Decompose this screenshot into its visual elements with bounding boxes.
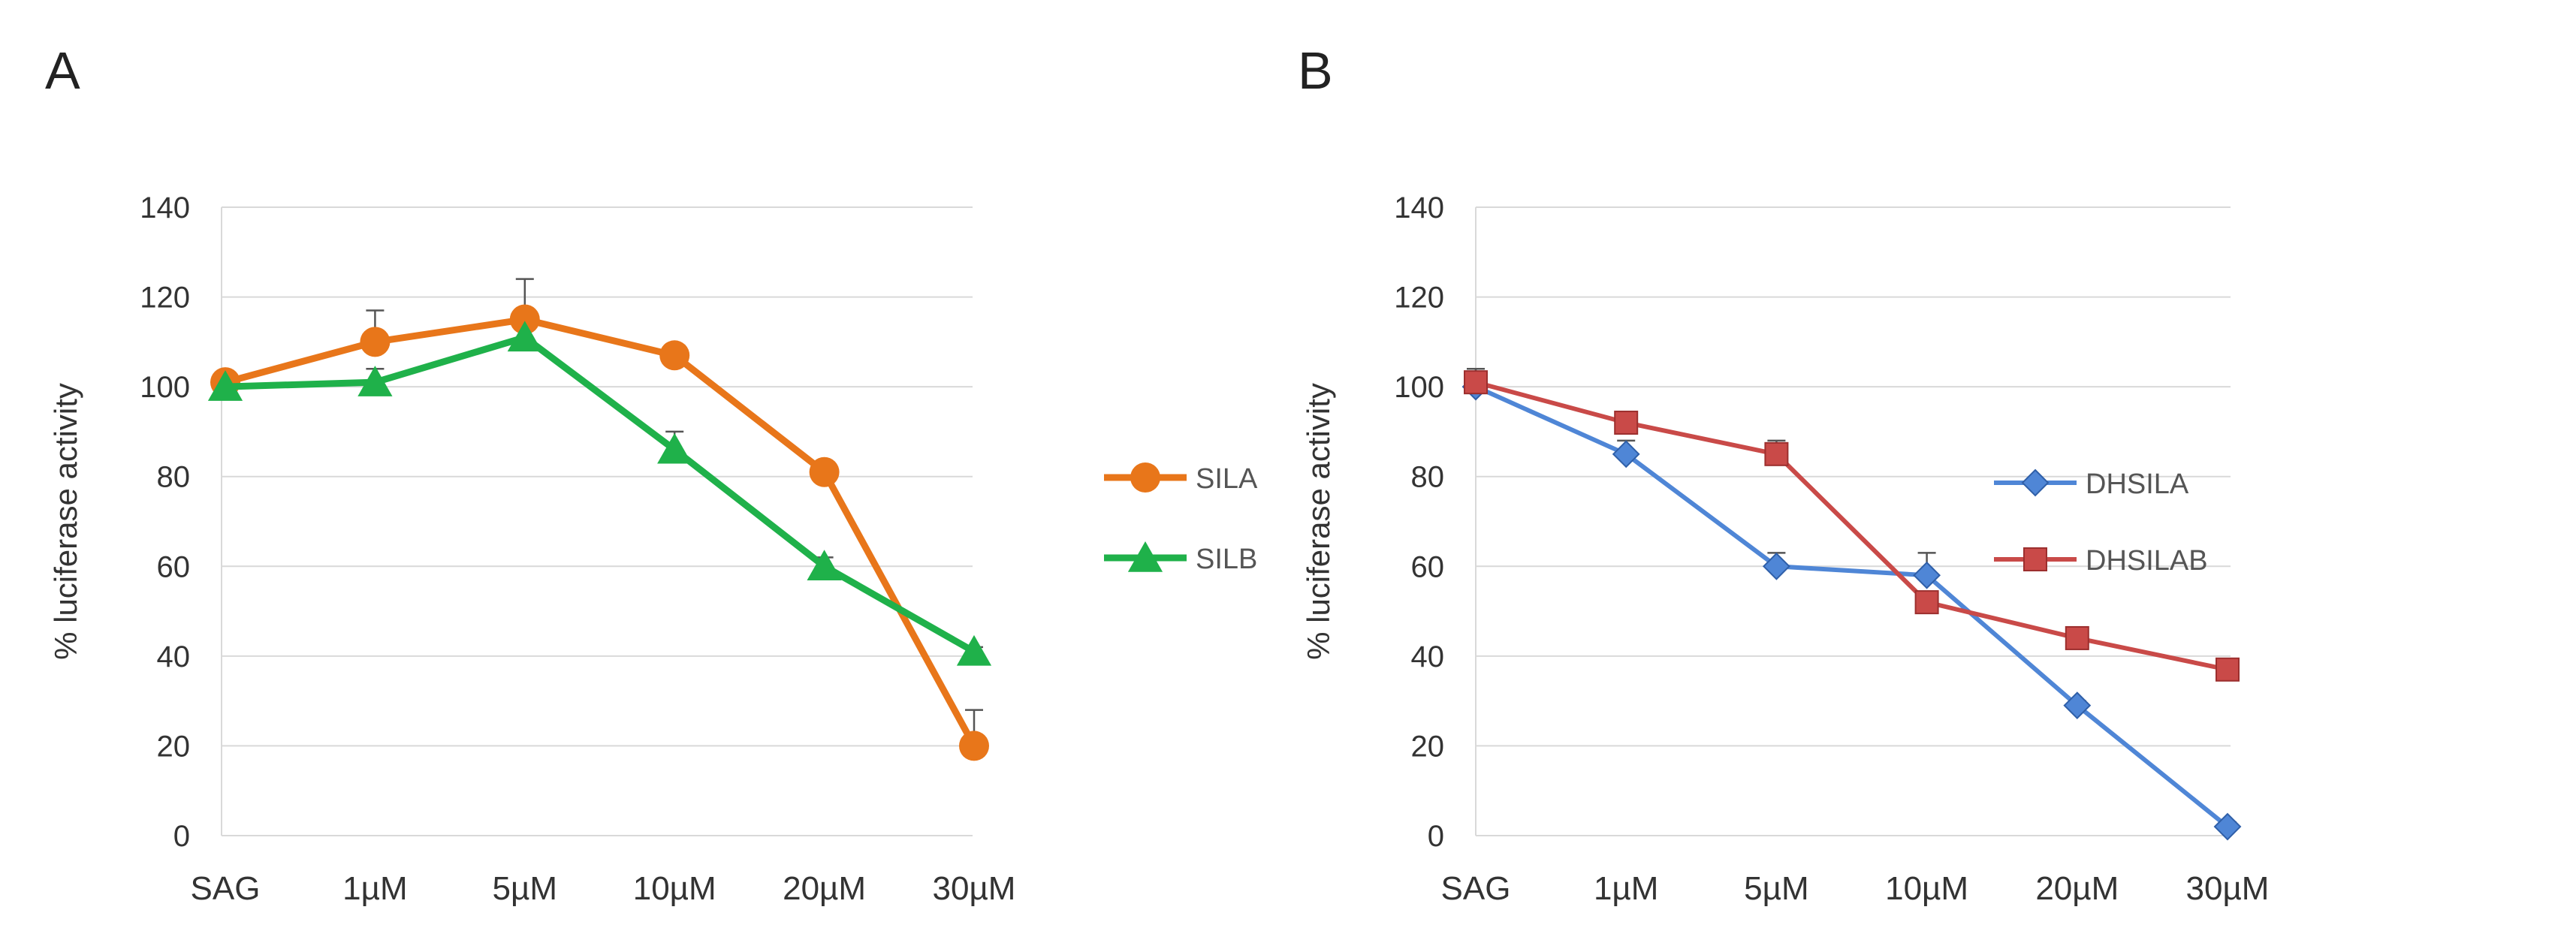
data-point-silb [357,366,393,396]
x-tick-label: SAG [191,870,261,907]
y-tick-label: 100 [140,371,190,404]
x-tick-label: 30µM [2186,870,2270,907]
data-point-dhsilab [1464,370,1488,395]
data-point-dhsilab [1614,410,1639,435]
y-tick-label: 20 [157,730,191,763]
chart-panel-b: 0 20 40 60 80 100 120 140 SAG 1µM 5µM 10µM 20µM 30µM%… [1301,191,2269,907]
y-tick-label: 120 [140,282,190,315]
y-tick-label: 80 [1411,461,1445,494]
data-point-silb [807,550,842,580]
data-point-dhsilab [2065,625,2089,650]
data-point-dhsila [1913,561,1941,589]
series-line-sila [224,315,977,748]
data-point-dhsilab [2216,657,2240,682]
data-point-silb [207,370,243,401]
data-point-dhsilab [1764,441,1789,466]
data-point-sila [360,327,391,357]
y-tick-label: 140 [1394,191,1444,224]
legend-marker-dhsila [2021,468,2050,497]
legend-label-dhsila: DHSILA [2086,468,2189,500]
y-tick-label: 20 [1411,730,1445,763]
data-point-sila [659,340,690,371]
y-tick-label: 100 [1394,371,1444,404]
x-tick-label: 10µM [1885,870,1968,907]
y-tick-label: 140 [140,191,190,224]
data-point-dhsila [1612,440,1640,468]
x-tick-label: 5µM [1744,870,1808,907]
x-tick-label: 30µM [933,870,1016,907]
data-point-dhsila [2063,691,2092,720]
legend-label-silb: SILB [1196,544,1257,575]
data-point-sila [959,731,989,761]
legend-label-sila: SILA [1196,463,1258,495]
x-tick-label: 20µM [783,870,866,907]
y-axis-label: % luciferase activity [1301,383,1336,660]
data-point-dhsilab [1914,590,1939,615]
x-tick-label: 1µM [1594,870,1658,907]
data-point-silb [956,634,992,666]
series-line-silb [225,333,976,655]
panel-letter-a: A [45,41,80,100]
legend-label-dhsilab: DHSILAB [2086,545,2208,577]
x-tick-label: 10µM [633,870,716,907]
y-tick-label: 120 [1394,282,1444,315]
data-point-dhsila [1762,552,1790,580]
legend-marker-sila [1130,462,1160,493]
chart-panel-a: 0 20 40 60 80 100 120 140 SAG 1µM 5µM 10µM 20µM 30µM%… [48,191,1258,907]
series-line-dhsila [1474,384,2229,829]
series-line-dhsilab [1475,380,2228,672]
x-tick-label: 1µM [342,870,407,907]
x-tick-label: 5µM [493,870,557,907]
y-axis-label: % luciferase activity [48,383,83,660]
y-tick-label: 60 [157,550,191,583]
x-tick-label: 20µM [2035,870,2119,907]
y-tick-label: 40 [1411,640,1445,673]
data-point-sila [509,304,540,335]
y-tick-label: 0 [173,820,190,853]
y-tick-label: 60 [1411,550,1445,583]
legend-marker-dhsilab [2023,547,2047,571]
data-point-sila [809,456,840,487]
x-tick-label: SAG [1441,870,1511,907]
data-point-silb [657,432,692,464]
y-tick-label: 80 [157,461,191,494]
panel-letter-b: B [1298,41,1333,100]
legend-marker-silb [1127,541,1163,572]
y-tick-label: 0 [1428,820,1444,853]
data-point-dhsila [2213,812,2242,841]
y-tick-label: 40 [157,640,191,673]
data-point-silb [507,321,542,352]
